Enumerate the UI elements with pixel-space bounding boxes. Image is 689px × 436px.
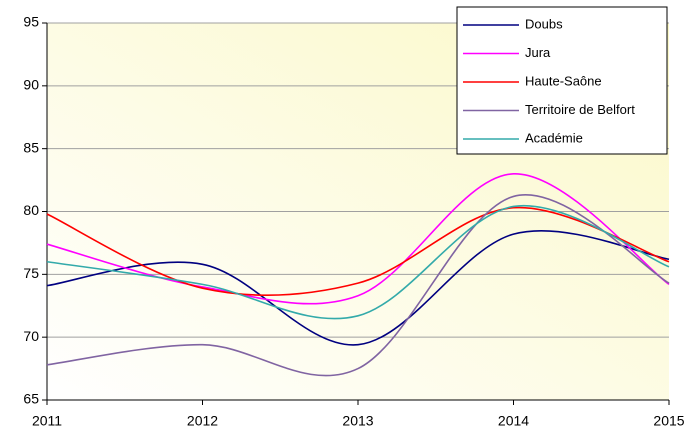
- legend-box: [456, 6, 668, 155]
- y-tick-label: 95: [23, 14, 39, 30]
- y-tick-label: 70: [23, 328, 39, 344]
- y-tick-label: 85: [23, 139, 39, 155]
- x-tick-label: 2011: [32, 413, 62, 429]
- y-tick-label: 80: [23, 202, 39, 218]
- x-tick-label: 2012: [187, 413, 218, 429]
- x-tick-label: 2015: [653, 413, 684, 429]
- legend-label: Académie: [525, 130, 583, 145]
- x-tick-label: 2013: [342, 413, 373, 429]
- legend-label: Doubs: [525, 16, 563, 31]
- x-tick-label: 2014: [498, 413, 529, 429]
- series-line: [46, 204, 670, 320]
- legend-label: Haute-Saône: [525, 73, 602, 88]
- series-line: [46, 194, 670, 377]
- series-line: [46, 229, 670, 346]
- series-line: [46, 206, 670, 296]
- legend-label: Jura: [525, 45, 551, 60]
- legend: Doubs Jura Haute-Saône Territoire de Belfor…: [456, 6, 668, 155]
- legend-label: Territoire de Belfort: [525, 102, 635, 117]
- y-tick-label: 75: [23, 265, 39, 281]
- y-tick-label: 90: [23, 77, 39, 93]
- y-tick-label: 65: [23, 391, 39, 407]
